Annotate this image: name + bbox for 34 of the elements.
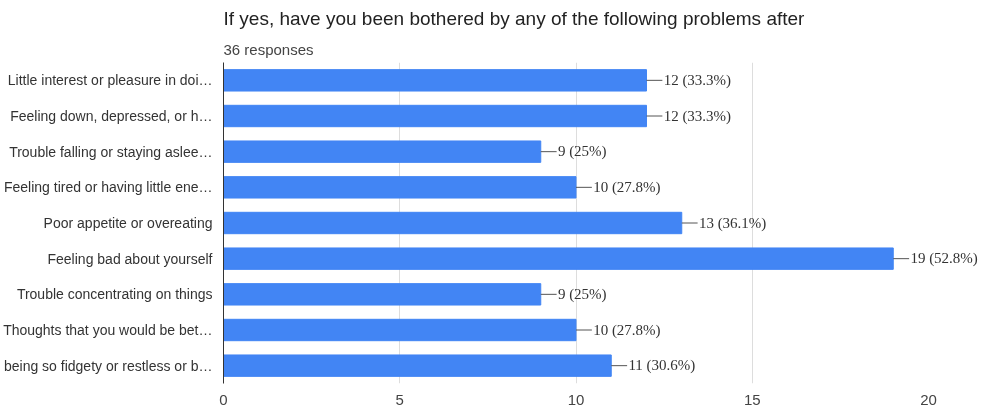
y-tick-label: Trouble concentrating on things [16,286,213,303]
bar [223,176,577,199]
y-tick-label: Feeling bad about yourself [47,250,213,267]
data-label: 10 (27.8%) [593,178,661,196]
chart-subtitle: 36 responses [223,40,314,58]
bar [223,211,683,235]
y-tick-label: Little interest or pleasure in doi… [7,72,213,89]
bar [223,354,612,377]
bar [223,318,577,342]
bar [223,69,647,92]
bar [223,140,542,163]
data-label: 12 (33.3%) [663,71,732,89]
y-tick-label: Trouble falling or staying aslee… [9,143,213,160]
bar [223,247,894,270]
y-tick-label: Feeling down, depressed, or h… [10,108,213,124]
chart-title: If yes, have you been bothered by any of the following problems after [223,7,806,29]
bar [223,283,542,306]
data-label: 12 (33.3%) [663,107,732,124]
data-label: 10 (27.8%) [593,321,661,338]
data-label: 13 (36.1%) [698,214,767,231]
x-tick-label: 0 [219,390,228,407]
y-tick-label: being so fidgety or restless or b… [3,357,213,374]
x-tick-label: 10 [567,390,585,407]
x-tick-label: 5 [395,390,404,407]
bar [223,104,647,128]
y-tick-label: Feeling tired or having little ene… [3,179,213,196]
data-label: 9 (25%) [557,285,607,303]
y-tick-label: Poor appetite or overeating [43,215,213,231]
data-label: 9 (25%) [557,142,607,160]
x-tick-label: 15 [743,390,761,407]
data-label: 11 (30.6%) [628,356,696,374]
data-label: 19 (52.8%) [910,249,978,267]
y-tick-label: Thoughts that you would be bet… [3,322,213,338]
x-tick-label: 20 [920,390,937,407]
